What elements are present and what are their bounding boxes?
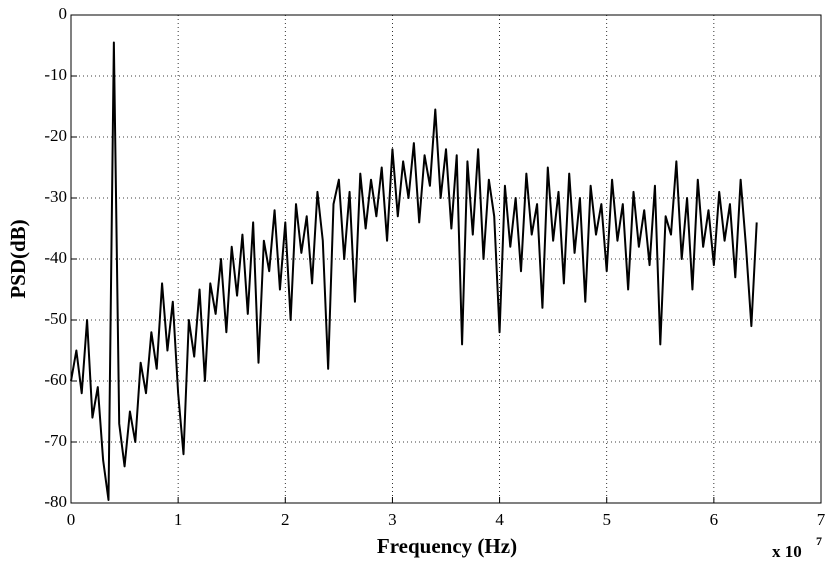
x-tick-label: 4 [495, 510, 504, 529]
x-multiplier-exponent: 7 [816, 534, 822, 548]
x-tick-label: 3 [388, 510, 397, 529]
y-tick-label: -20 [44, 126, 67, 145]
y-tick-label: 0 [59, 4, 68, 23]
x-tick-label: 6 [710, 510, 719, 529]
y-tick-label: -60 [44, 370, 67, 389]
y-tick-label: -50 [44, 309, 67, 328]
x-tick-label: 2 [281, 510, 290, 529]
x-tick-label: 1 [174, 510, 183, 529]
plot-frame [70, 14, 822, 504]
y-tick-label: -80 [44, 492, 67, 511]
y-tick-label: -10 [44, 65, 67, 84]
x-axis-label: Frequency (Hz) [377, 534, 517, 558]
x-multiplier: x 10 [772, 542, 802, 561]
psd-line [70, 41, 758, 501]
y-tick-label: -70 [44, 431, 67, 450]
x-tick-label: 5 [602, 510, 611, 529]
y-tick-label: -30 [44, 187, 67, 206]
x-tick-label: 0 [67, 510, 76, 529]
x-tick-label: 7 [817, 510, 826, 529]
y-axis-label: PSD(dB) [6, 219, 30, 298]
y-tick-label: -40 [44, 248, 67, 267]
